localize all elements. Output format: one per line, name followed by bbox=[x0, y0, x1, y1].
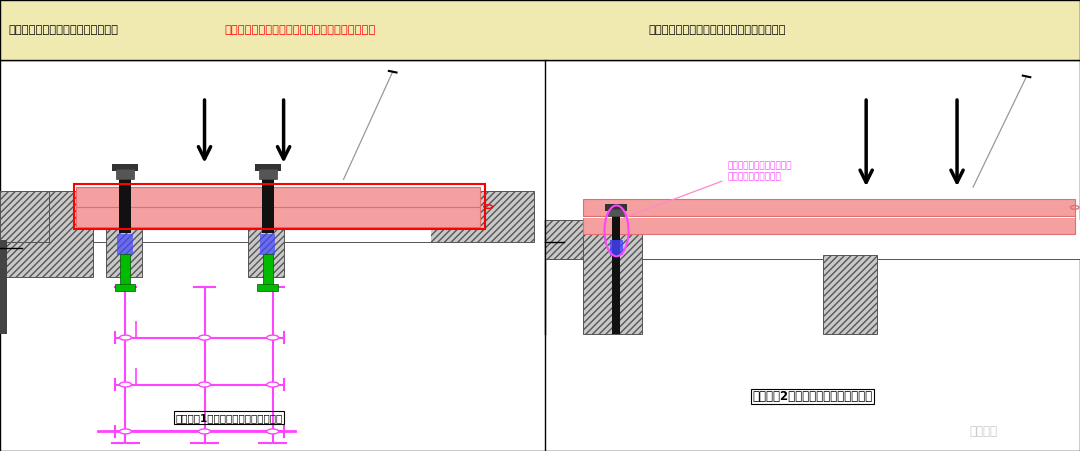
Bar bbox=[93, 191, 431, 242]
Bar bbox=[106, 191, 141, 277]
Text: 豆丁施工: 豆丁施工 bbox=[970, 425, 998, 438]
Circle shape bbox=[267, 335, 279, 340]
Bar bbox=[823, 255, 877, 334]
Bar bbox=[605, 204, 627, 211]
Text: 首焊锚环置于悬挑板根部，
并用钢板将工字钢垫起: 首焊锚环置于悬挑板根部， 并用钢板将工字钢垫起 bbox=[727, 162, 792, 181]
Bar bbox=[112, 164, 138, 171]
Bar bbox=[248, 218, 284, 277]
Bar bbox=[0, 60, 1080, 451]
Bar bbox=[612, 208, 620, 334]
Bar bbox=[261, 168, 274, 233]
Bar bbox=[0, 191, 49, 242]
Text: 否则应对悬挑板承载力及裂缝宽度进行验算。: 否则应对悬挑板承载力及裂缝宽度进行验算。 bbox=[648, 25, 785, 35]
Bar bbox=[609, 220, 1080, 259]
Bar bbox=[255, 164, 281, 171]
Bar bbox=[257, 284, 279, 291]
Bar bbox=[114, 284, 135, 291]
Bar bbox=[73, 184, 485, 229]
Bar bbox=[0, 191, 535, 242]
Bar bbox=[118, 234, 133, 255]
Bar bbox=[77, 207, 480, 227]
Bar bbox=[609, 240, 623, 255]
Circle shape bbox=[267, 429, 279, 434]
Text: 要求：在悬挑板上面安装工字钢时，: 要求：在悬挑板上面安装工字钢时， bbox=[9, 25, 119, 35]
Bar bbox=[583, 216, 1075, 234]
Circle shape bbox=[267, 382, 279, 387]
Bar bbox=[0, 240, 6, 334]
Text: 应采取措施避免悬挑板以悬臂梁的形式承受荷载。: 应采取措施避免悬挑板以悬臂梁的形式承受荷载。 bbox=[225, 25, 376, 35]
Bar bbox=[119, 168, 131, 233]
Text: 处理方法2：工字钢与悬挑板脱离接触: 处理方法2：工字钢与悬挑板脱离接触 bbox=[753, 390, 873, 403]
Circle shape bbox=[199, 382, 211, 387]
Circle shape bbox=[120, 335, 132, 340]
Bar bbox=[545, 220, 583, 259]
Bar bbox=[116, 170, 134, 179]
Text: 处理方法1：悬挑板底部设置回顶架体: 处理方法1：悬挑板底部设置回顶架体 bbox=[175, 413, 283, 423]
Circle shape bbox=[199, 429, 211, 434]
Bar bbox=[583, 220, 642, 334]
Bar bbox=[262, 253, 272, 287]
Bar bbox=[260, 234, 275, 255]
Bar bbox=[0, 191, 93, 277]
Bar bbox=[608, 209, 624, 216]
Bar bbox=[545, 220, 1080, 259]
Circle shape bbox=[120, 382, 132, 387]
Bar bbox=[583, 199, 1075, 216]
Bar bbox=[258, 170, 278, 179]
Circle shape bbox=[199, 335, 211, 340]
Bar bbox=[0, 0, 1080, 60]
Bar bbox=[0, 191, 93, 242]
Circle shape bbox=[120, 429, 132, 434]
Bar bbox=[77, 187, 480, 208]
Bar bbox=[120, 253, 130, 287]
